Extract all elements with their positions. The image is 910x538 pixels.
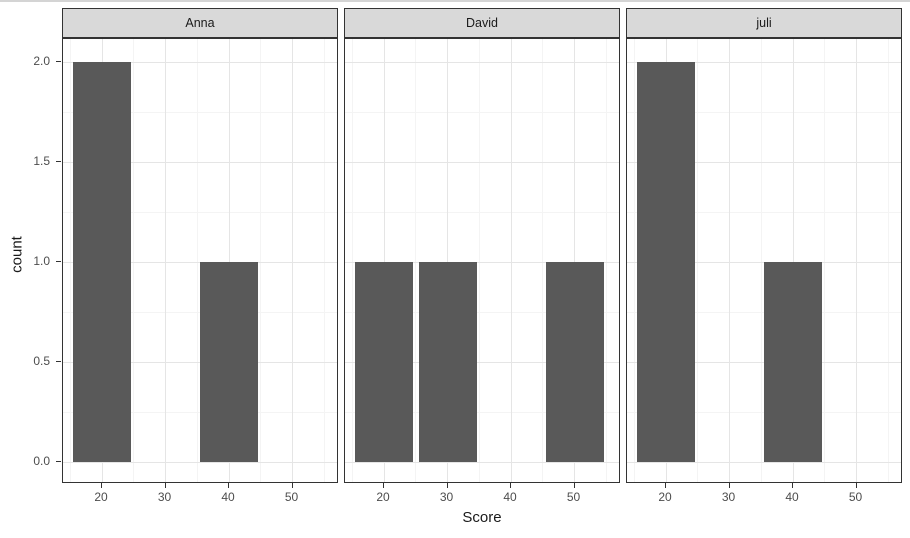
grid-minor-x xyxy=(133,39,135,482)
grid-major-x xyxy=(510,39,512,482)
x-tick xyxy=(228,483,229,488)
grid-major-x xyxy=(792,39,794,482)
grid-minor-x xyxy=(887,39,889,482)
y-tick-label: 0.0 xyxy=(33,454,50,468)
histogram-bar xyxy=(355,262,413,462)
x-tick-label: 40 xyxy=(221,490,235,504)
x-tick-label: 50 xyxy=(566,490,581,504)
x-tick-label: 40 xyxy=(503,490,517,504)
grid-major-y xyxy=(63,62,337,63)
grid-minor-y xyxy=(345,412,619,413)
grid-minor-x xyxy=(260,39,262,482)
grid-major-x xyxy=(729,39,730,482)
y-tick xyxy=(56,261,61,262)
x-tick xyxy=(101,483,102,488)
facet-panel xyxy=(344,38,620,483)
grid-major-x xyxy=(165,39,166,482)
facet-strip: Anna xyxy=(62,8,338,38)
top-border-rule xyxy=(0,0,910,2)
grid-minor-x xyxy=(605,39,607,482)
facet-panel xyxy=(626,38,902,483)
grid-major-x xyxy=(856,39,857,482)
histogram-bar xyxy=(200,262,258,462)
x-tick-label: 30 xyxy=(721,490,736,504)
grid-minor-x xyxy=(69,39,71,482)
grid-major-y xyxy=(345,62,619,63)
x-tick-label: 50 xyxy=(848,490,863,504)
y-tick xyxy=(56,61,61,62)
x-tick xyxy=(291,483,293,488)
grid-major-x xyxy=(383,39,385,482)
y-tick xyxy=(56,161,61,162)
grid-minor-x xyxy=(415,39,417,482)
grid-major-y xyxy=(627,62,901,63)
grid-major-y xyxy=(345,162,619,163)
grid-minor-x xyxy=(351,39,353,482)
grid-major-y xyxy=(627,462,901,463)
x-tick-label: 30 xyxy=(439,490,454,504)
x-tick xyxy=(510,483,511,488)
facet-panel xyxy=(62,38,338,483)
grid-minor-x xyxy=(323,39,325,482)
y-tick-label: 0.5 xyxy=(33,354,50,368)
grid-minor-y xyxy=(345,112,619,113)
facet-strip-label: Anna xyxy=(185,16,215,30)
grid-minor-y xyxy=(63,112,337,113)
x-axis-title: Score xyxy=(462,509,502,526)
grid-major-x xyxy=(447,39,448,482)
x-tick-label: 20 xyxy=(376,490,390,504)
x-tick xyxy=(164,483,166,488)
y-tick-label: 2.0 xyxy=(33,54,50,68)
x-tick xyxy=(792,483,793,488)
grid-major-y xyxy=(345,462,619,463)
x-tick xyxy=(573,483,575,488)
grid-major-y xyxy=(63,462,337,463)
histogram-bar xyxy=(637,62,695,462)
grid-minor-y xyxy=(627,112,901,113)
grid-major-y xyxy=(345,362,619,363)
x-tick-label: 50 xyxy=(284,490,299,504)
grid-minor-x xyxy=(633,39,635,482)
x-tick-label: 20 xyxy=(658,490,672,504)
x-tick xyxy=(728,483,730,488)
grid-minor-y xyxy=(63,212,337,213)
facet-strip-label: David xyxy=(466,16,498,30)
grid-minor-y xyxy=(627,212,901,213)
x-tick-label: 30 xyxy=(157,490,172,504)
y-tick xyxy=(56,461,61,462)
grid-major-y xyxy=(63,162,337,163)
histogram-bar xyxy=(764,262,822,462)
histogram-bar xyxy=(545,262,604,462)
grid-minor-x xyxy=(760,39,762,482)
x-tick xyxy=(383,483,384,488)
x-tick-label: 20 xyxy=(94,490,108,504)
x-tick-label: 40 xyxy=(785,490,799,504)
grid-minor-x xyxy=(697,39,699,482)
grid-minor-x xyxy=(478,39,480,482)
y-tick-label: 1.0 xyxy=(33,254,50,268)
grid-major-x xyxy=(228,39,230,482)
grid-minor-x xyxy=(824,39,826,482)
grid-major-x xyxy=(292,39,293,482)
grid-major-y xyxy=(345,262,619,263)
grid-major-y xyxy=(627,162,901,163)
y-tick xyxy=(56,361,61,362)
facet-strip: David xyxy=(344,8,620,38)
grid-minor-x xyxy=(542,39,544,482)
y-tick-label: 1.5 xyxy=(33,154,50,168)
x-tick xyxy=(665,483,666,488)
grid-minor-x xyxy=(196,39,198,482)
histogram-bar xyxy=(418,262,477,462)
histogram-bar xyxy=(73,62,131,462)
grid-major-x xyxy=(574,39,575,482)
grid-minor-y xyxy=(345,312,619,313)
grid-minor-y xyxy=(345,212,619,213)
facet-strip: juli xyxy=(626,8,902,38)
facet-strip-label: juli xyxy=(756,16,772,30)
x-tick xyxy=(446,483,448,488)
x-tick xyxy=(855,483,857,488)
